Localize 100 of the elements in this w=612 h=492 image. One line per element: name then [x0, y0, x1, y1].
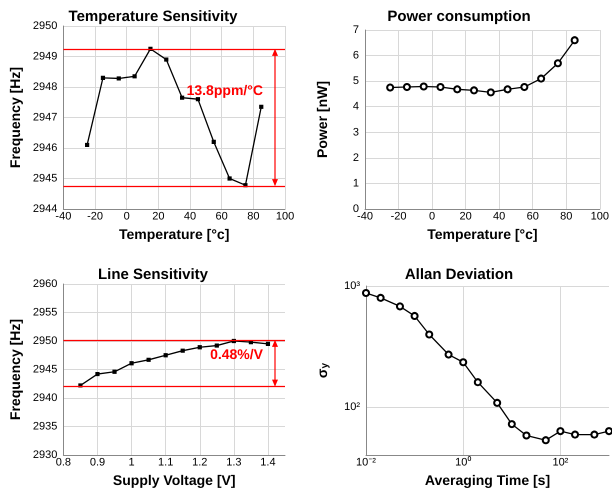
- y-axis-title: Power [nW]: [314, 81, 330, 158]
- annotation: 0.48%/V: [210, 346, 264, 362]
- point: [362, 289, 370, 298]
- y-tick-label: 10²: [344, 400, 360, 413]
- y-tick-label: 4: [352, 100, 359, 113]
- point: [164, 57, 168, 62]
- point: [508, 420, 516, 428]
- x-tick-label: -40: [55, 210, 72, 222]
- point: [198, 345, 202, 350]
- x-tick-label: -40: [357, 210, 373, 222]
- point: [570, 36, 579, 44]
- point: [95, 372, 100, 376]
- point: [556, 427, 564, 436]
- x-tick-label: 0: [124, 210, 130, 222]
- y-tick-label: 3: [352, 126, 359, 138]
- x-tick-label: 0.9: [90, 456, 106, 468]
- y-tick-label: 2950: [32, 335, 58, 347]
- x-tick-label: 40: [184, 210, 196, 222]
- x-axis-title: Temperature [°c]: [427, 226, 538, 242]
- y-tick-label: 2944: [32, 203, 58, 215]
- x-tick-label: 1.3: [226, 456, 242, 468]
- point: [259, 104, 264, 109]
- y-tick-label: 2935: [32, 420, 58, 432]
- y-tick-label: 2955: [32, 306, 58, 318]
- point: [386, 84, 394, 92]
- y-tick-label: 2940: [32, 392, 58, 404]
- x-axis-title: Supply Voltage [V]: [112, 472, 236, 488]
- x-tick-label: -20: [390, 210, 406, 222]
- point: [164, 353, 168, 358]
- chart-title: Allan Deviation: [404, 266, 514, 283]
- point: [537, 74, 546, 83]
- point: [146, 358, 151, 362]
- y-tick-label: 7: [352, 24, 359, 36]
- x-tick-label: 1: [128, 456, 135, 468]
- y-tick-label: 2945: [32, 364, 58, 376]
- chart-title: Line Sensitivity: [98, 266, 209, 283]
- point: [520, 83, 528, 92]
- point: [132, 74, 137, 78]
- x-tick-label: 0.8: [56, 456, 72, 468]
- x-axis-title: Averaging Time [s]: [424, 472, 550, 488]
- y-tick-label: 0: [352, 203, 359, 215]
- point: [402, 83, 411, 92]
- x-tick-label: 80: [247, 210, 260, 222]
- chart-title: Power consumption: [387, 8, 531, 25]
- point: [554, 59, 562, 68]
- point: [85, 142, 90, 148]
- y-tick-label: 2949: [32, 50, 58, 62]
- x-tick-label: 10²: [552, 456, 569, 468]
- x-tick-label: 20: [152, 210, 164, 222]
- point: [486, 88, 495, 96]
- point: [470, 86, 478, 94]
- y-tick-label: 5: [352, 75, 359, 88]
- y-tick-label: 2930: [32, 449, 58, 461]
- point: [453, 85, 462, 94]
- x-tick-label: 10⁰: [455, 456, 472, 468]
- y-tick-label: 2948: [32, 81, 58, 93]
- chart-title: Temperature Sensitivity: [68, 8, 238, 25]
- point: [436, 83, 444, 92]
- x-tick-label: 1.4: [260, 456, 276, 468]
- point: [116, 76, 121, 81]
- x-tick-label: 60: [216, 210, 228, 222]
- point: [396, 302, 404, 310]
- y-tick-label: 2960: [32, 278, 58, 290]
- x-tick-label: 1.1: [158, 456, 174, 468]
- x-tick-label: 80: [560, 210, 572, 222]
- point: [571, 430, 580, 439]
- y-tick-label: 1: [352, 177, 359, 190]
- point: [420, 82, 428, 91]
- x-tick-label: 20: [460, 210, 472, 222]
- y-tick-label: 2: [352, 152, 359, 164]
- point: [100, 76, 106, 80]
- x-tick-label: 60: [526, 210, 539, 222]
- x-tick-label: 100: [276, 210, 294, 222]
- x-tick-label: 10⁻²: [356, 456, 376, 468]
- y-tick-label: 2945: [32, 172, 58, 184]
- point: [605, 427, 612, 436]
- x-tick-label: 40: [493, 210, 506, 222]
- x-tick-label: -20: [87, 210, 103, 222]
- y-tick-label: 6: [352, 50, 359, 62]
- x-axis-title: Temperature [°c]: [119, 226, 230, 242]
- point: [266, 342, 270, 346]
- point: [180, 348, 185, 353]
- annotation: 13.8ppm/°C: [186, 82, 263, 98]
- point: [227, 176, 232, 181]
- point: [112, 370, 117, 374]
- y-tick-label: 2950: [32, 20, 58, 32]
- y-tick-label: 2947: [32, 112, 58, 124]
- point: [504, 85, 512, 94]
- point: [212, 140, 216, 144]
- x-tick-label: 100: [590, 210, 610, 222]
- x-tick-label: 1.2: [192, 456, 208, 468]
- point: [180, 96, 184, 100]
- point: [522, 431, 530, 440]
- y-tick-label: 10³: [344, 280, 360, 292]
- y-tick-label: 2946: [32, 142, 58, 154]
- point: [410, 312, 419, 320]
- point: [459, 358, 468, 366]
- y-axis-title: Frequency [Hz]: [7, 318, 23, 420]
- point: [214, 343, 219, 348]
- x-tick-label: 0: [429, 210, 436, 222]
